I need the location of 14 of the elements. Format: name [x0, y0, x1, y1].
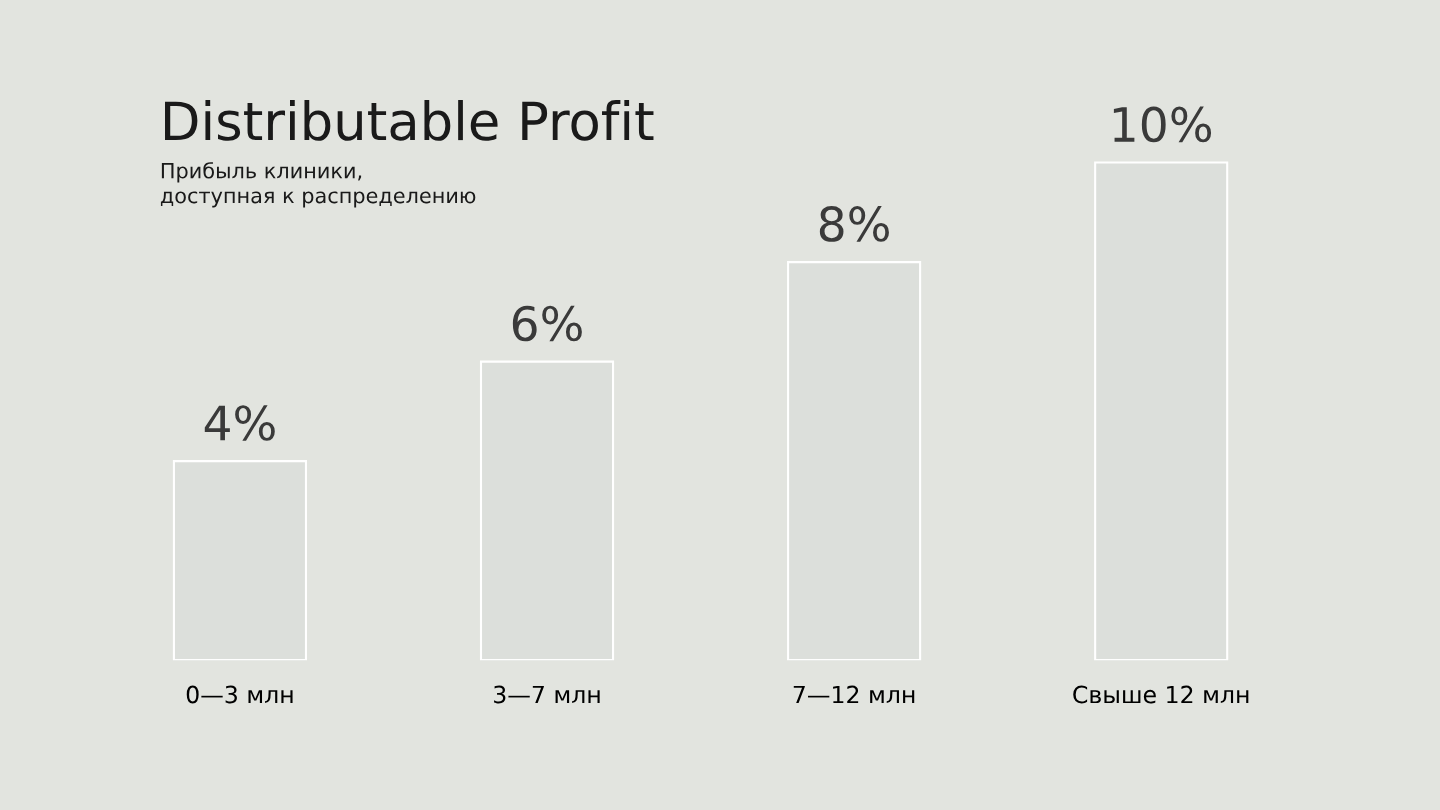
data-label: 6% [512, 305, 582, 342]
x-tick-label: Свыше 12 млн [1073, 685, 1249, 704]
bar [479, 360, 615, 661]
chart-title: Distributable Profit [165, 100, 654, 141]
x-tick-label: 3—7 млн [494, 685, 600, 704]
data-label: 10% [1113, 106, 1212, 143]
text: Прибыль клиники, доступная к распределению [160, 162, 476, 208]
bar [787, 261, 922, 661]
data-label: 8% [819, 206, 889, 242]
data-label: 4% [204, 405, 275, 441]
x-tick-label: 7—12 млн [793, 685, 915, 704]
x-tick-label: 0—3 млн [186, 685, 293, 704]
bar [172, 460, 307, 661]
bar [1094, 161, 1229, 661]
